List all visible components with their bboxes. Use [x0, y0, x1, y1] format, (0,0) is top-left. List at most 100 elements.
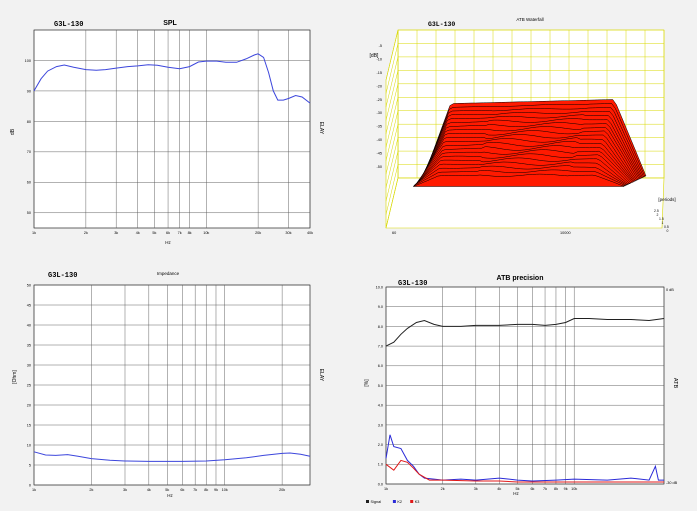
spl-xlabel: Hz [165, 240, 171, 245]
spl-title: SPL [163, 20, 177, 27]
precision-right-label: ATB [672, 378, 678, 389]
y-tick-label: 10.0 [376, 285, 383, 289]
plot-background [33, 29, 311, 229]
z-tick-label: -35 [377, 125, 383, 129]
y-tick-label: 80 [27, 120, 31, 124]
side-gridline [385, 97, 399, 148]
waterfall-ylabel: [dB] [370, 53, 380, 59]
x-tick-label: 20k [279, 488, 285, 492]
y-tick-label: 60 [27, 181, 31, 185]
x-tick-label: 6k [530, 487, 534, 491]
x-tick-label: 4k [136, 231, 140, 235]
y-tick-label: 90 [27, 89, 31, 93]
precision-model-label: G3L-130 [398, 280, 427, 288]
side-gridline [385, 43, 399, 94]
x-tick-label: 8k [188, 231, 192, 235]
x-tick-label: 2k [84, 231, 88, 235]
series-line-signal [385, 318, 665, 347]
legend-label-signal: Signal [371, 500, 382, 504]
x-tick-label: 30k [285, 231, 291, 235]
impedance-model-label: G3L-130 [48, 272, 77, 280]
x-tick-label: 4k [147, 488, 151, 492]
z-tick-label: -30 [377, 111, 383, 115]
depth-tick-label: 1 [662, 221, 664, 225]
legend-swatch [392, 500, 396, 503]
y-tick-label: 15 [27, 423, 31, 427]
x-tick-label: 5k [516, 487, 520, 491]
y-tick-label: 9.0 [378, 305, 383, 309]
depth-tick-label: 2.5 [654, 209, 659, 213]
z-tick-label: -15 [377, 71, 383, 75]
x-tick-label: 4k [497, 487, 501, 491]
side-gridline [385, 110, 399, 161]
z-tick-label: -10 [377, 57, 383, 61]
waterfall-depth-label: [periods] [658, 197, 675, 202]
side-gridline [385, 124, 399, 175]
x-tick-label: 8k [204, 488, 208, 492]
x-tick-label: 1k [32, 488, 36, 492]
y-tick-label: 3.0 [378, 423, 383, 427]
y-tick-label: 1.0 [378, 463, 383, 467]
x-tick-label: 3k [474, 487, 478, 491]
series-line-0 [33, 53, 311, 104]
spl-ylabel: dB [10, 128, 16, 135]
y-tick-label: 8.0 [378, 325, 383, 329]
y-tick-label: 2.0 [378, 443, 383, 447]
depth-tick-label: 2 [657, 213, 659, 217]
precision-right-tick-top: 0 dB [666, 288, 674, 292]
x-tick-label: 1k [384, 487, 388, 491]
impedance-ylabel: [Ohm] [12, 370, 18, 384]
depth-tick-label: 0 [667, 229, 669, 233]
x-tick-label: 1k [32, 231, 36, 235]
side-gridline [385, 164, 399, 215]
y-tick-label: 25 [27, 383, 31, 387]
spl-chart: G3L-130 SPL dB ELAY Hz 1k 2k 3k 4k 5k 6k 7k 8k 1… [0, 0, 348, 255]
precision-plot-area: 1k 2k 3k 4k 5k 6k 7k 8k 9k 10k 0.0 1.0 2.0 3.0 4.0 5.0 6… [376, 285, 665, 491]
spl-right-label: ELAY [318, 122, 324, 135]
y-tick-label: 50 [27, 283, 31, 287]
depth-tick-label: 0.5 [664, 225, 669, 229]
x-tick-label: 10000 [560, 231, 571, 235]
side-gridline [385, 137, 399, 188]
x-tick-label: 7k [543, 487, 547, 491]
y-tick-label: 0.0 [378, 482, 383, 486]
y-tick-label: 4.0 [378, 404, 383, 408]
legend-label-k3: K3 [415, 500, 420, 504]
y-tick-label: 20 [27, 403, 31, 407]
impedance-chart: G3L-130 Impedance [Ohm] ELAY Hz 1k 2k 3k 4k… [0, 255, 348, 511]
y-tick-label: 5 [29, 463, 31, 467]
x-tick-label: 20k [255, 231, 261, 235]
waterfall-title: ATB Waterfall [516, 17, 543, 22]
z-tick-label: -5 [379, 44, 382, 48]
legend-swatch [366, 500, 369, 503]
side-gridline [385, 177, 399, 229]
y-tick-label: 5.0 [378, 384, 383, 388]
z-tick-label: -25 [377, 98, 383, 102]
z-tick-label: -50 [377, 165, 383, 169]
y-tick-label: 45 [27, 303, 31, 307]
precision-legend: Signal K2 K3 [366, 500, 419, 504]
side-gridline [385, 151, 399, 202]
legend-label-k2: K2 [397, 500, 402, 504]
y-tick-label: 10 [27, 443, 31, 447]
side-gridline [385, 56, 399, 107]
x-tick-label: 5k [152, 231, 156, 235]
legend-swatch [410, 500, 414, 503]
z-tick-label: -45 [377, 152, 383, 156]
x-tick-label: 8k [554, 487, 558, 491]
y-tick-label: 35 [27, 343, 31, 347]
waterfall-model-label: G3L-130 [428, 21, 455, 28]
y-tick-label: 70 [27, 150, 31, 154]
x-tick-label: 40k [307, 231, 313, 235]
depth-tick-label: 1.5 [659, 217, 664, 221]
impedance-title: Impedance [157, 271, 180, 276]
x-tick-label: 7k [178, 231, 182, 235]
x-tick-label: 10k [571, 487, 577, 491]
series-line-0 [33, 451, 311, 462]
surface-slice [413, 173, 625, 187]
precision-right-tick-bottom: -30 dB [666, 481, 678, 485]
x-tick-label: 2k [441, 487, 445, 491]
z-tick-label: -40 [377, 138, 383, 142]
spl-model-label: G3L-130 [54, 21, 83, 29]
x-tick-label: 3k [114, 231, 118, 235]
